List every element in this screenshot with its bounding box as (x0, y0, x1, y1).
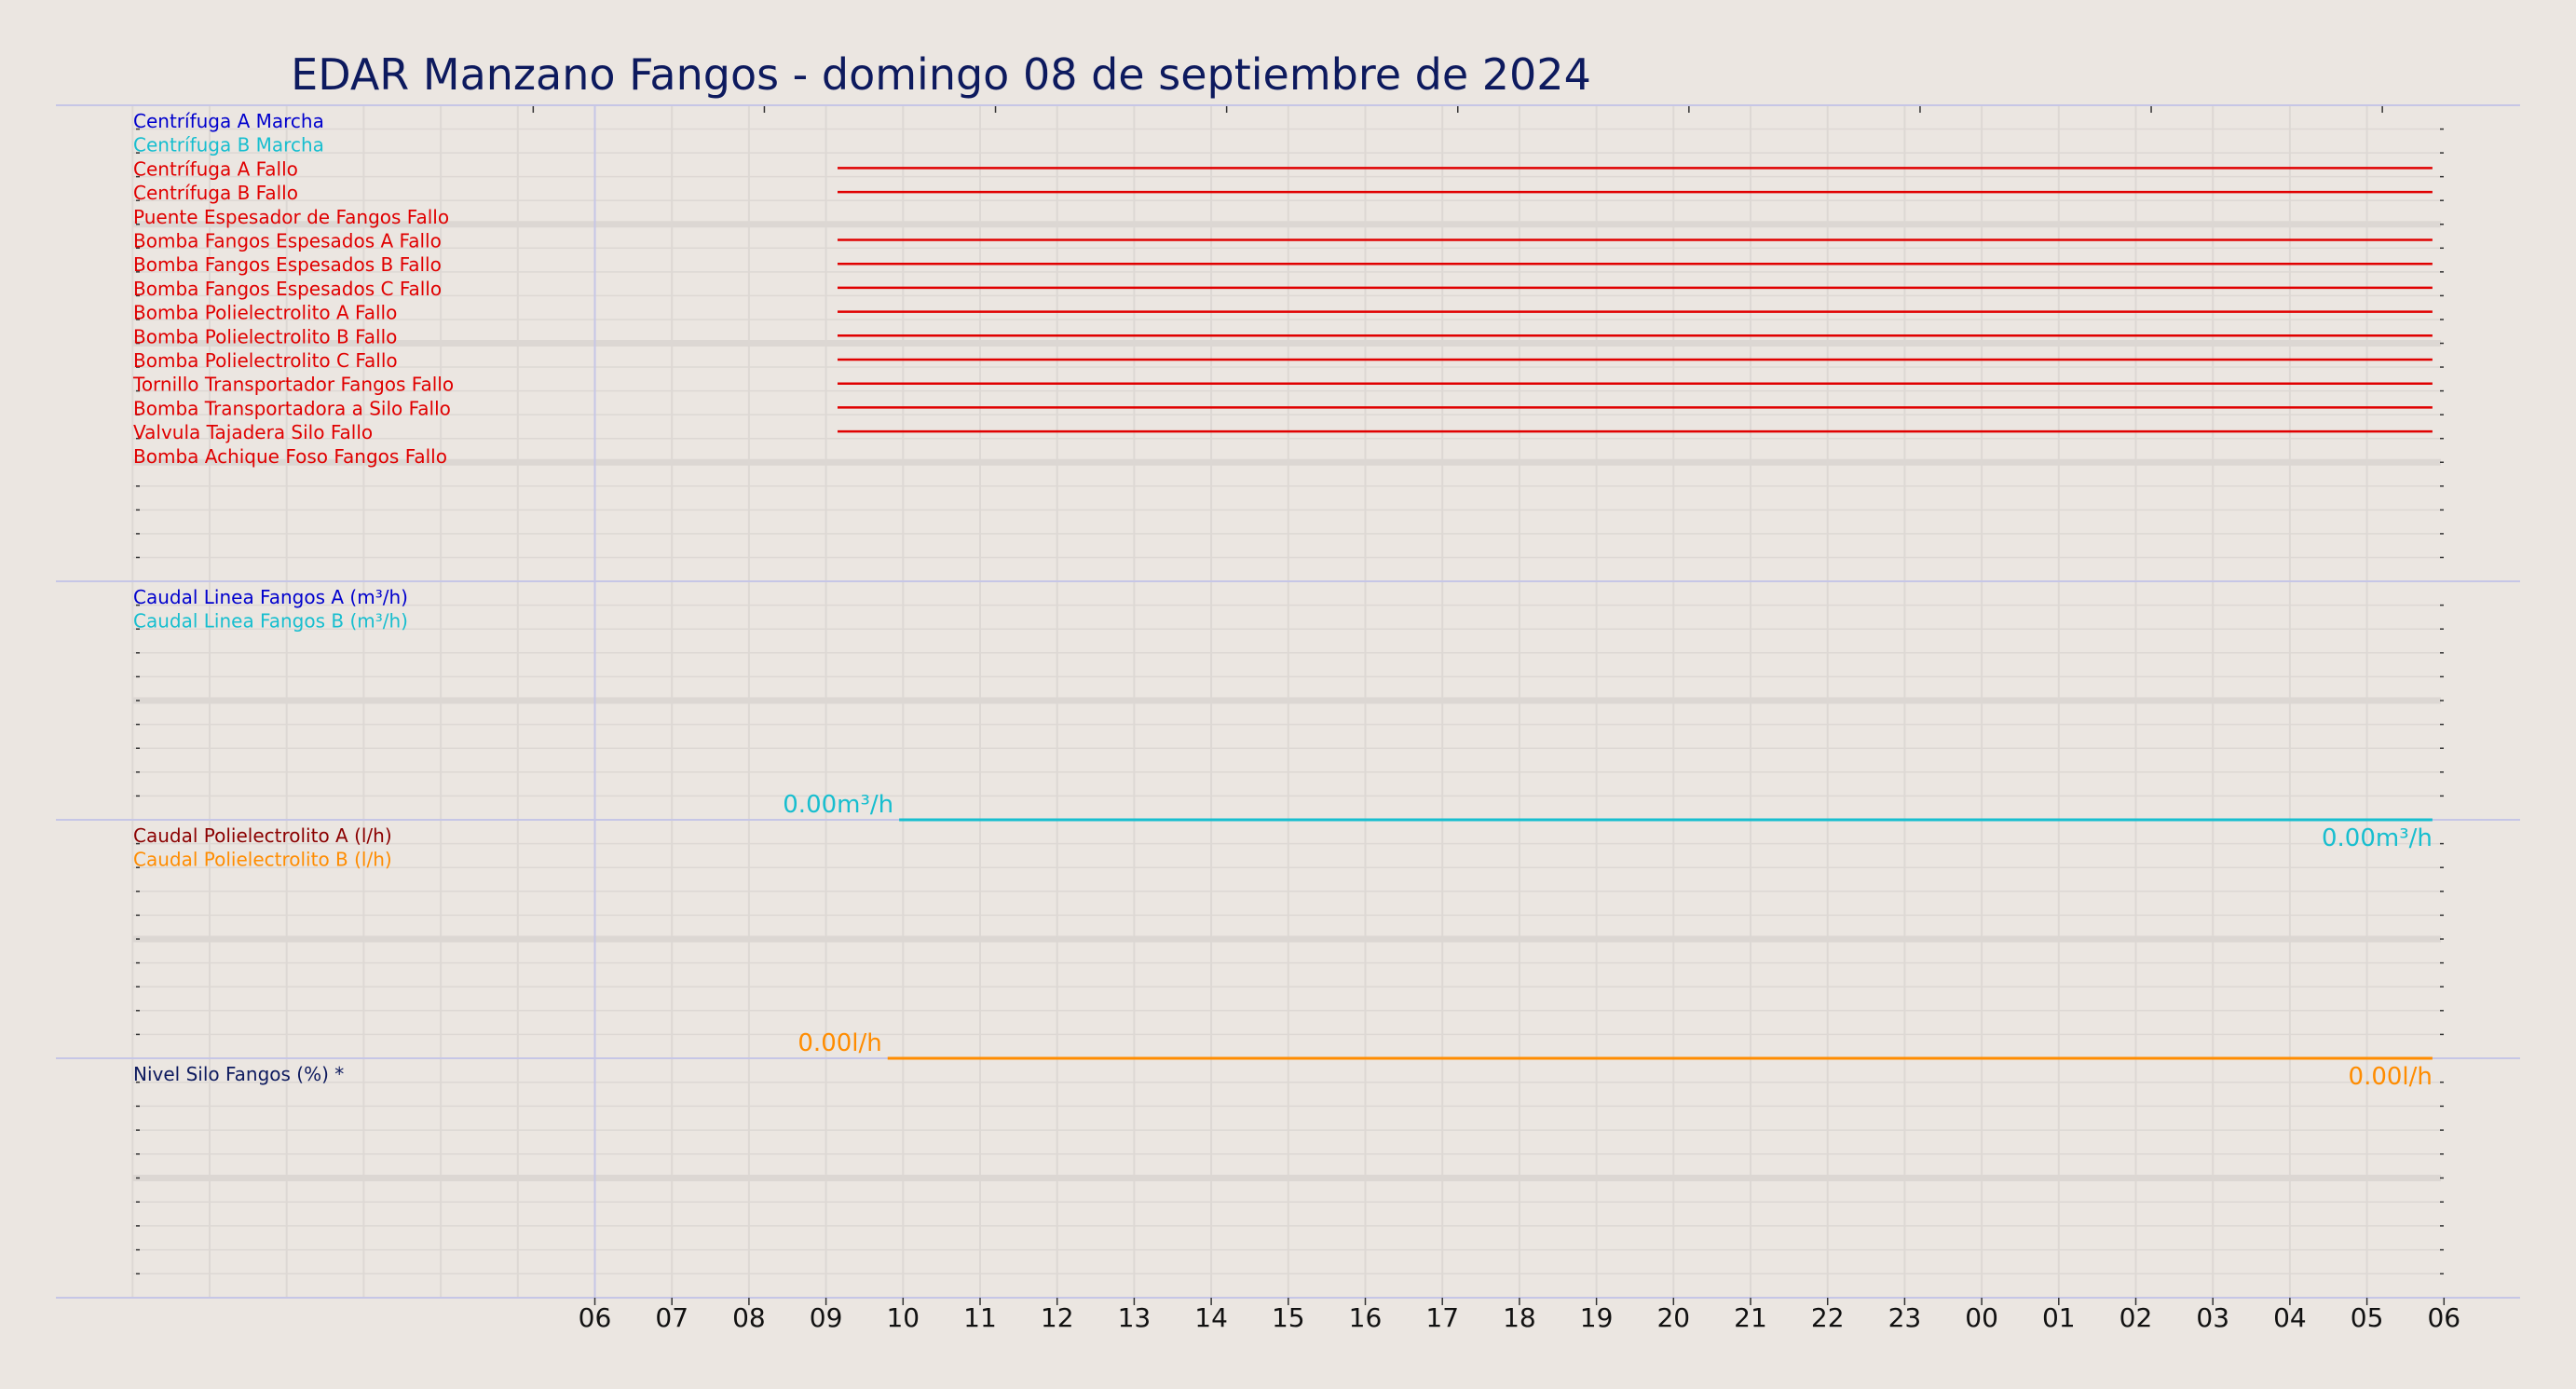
x-tick-label: 01 (2042, 1302, 2076, 1333)
series-label: Tornillo Transportador Fangos Fallo (132, 374, 454, 396)
series-label: Bomba Achique Foso Fangos Fallo (133, 445, 447, 468)
series-label: Centrífuga B Fallo (133, 182, 298, 204)
x-tick-label: 06 (579, 1302, 612, 1333)
x-tick-label: 22 (1811, 1302, 1845, 1333)
series-label: Centrífuga A Marcha (133, 110, 324, 132)
x-tick-label: 03 (2196, 1302, 2229, 1333)
x-tick-label: 20 (1656, 1302, 1690, 1333)
x-tick-label: 14 (1194, 1302, 1228, 1333)
series-label: Caudal Polielectrolito B (l/h) (133, 849, 392, 871)
x-tick-label: 18 (1503, 1302, 1536, 1333)
x-tick-label: 16 (1349, 1302, 1383, 1333)
value-label-start: 0.00m³/h (783, 791, 893, 819)
x-tick-label: 08 (732, 1302, 766, 1333)
series-label: Bomba Polielectrolito C Fallo (133, 349, 398, 372)
series-label: Bomba Polielectrolito B Fallo (133, 325, 397, 347)
x-tick-label: 02 (2119, 1302, 2153, 1333)
x-tick-label: 13 (1118, 1302, 1152, 1333)
series-label: Bomba Transportadora a Silo Fallo (133, 397, 451, 419)
x-tick-label: 06 (2427, 1302, 2460, 1333)
series-label: Caudal Polielectrolito A (l/h) (133, 824, 392, 847)
series-label: Nivel Silo Fangos (%) * (133, 1063, 344, 1085)
value-label-start: 0.00l/h (797, 1029, 881, 1057)
x-tick-label: 04 (2273, 1302, 2307, 1333)
x-tick-label: 11 (963, 1302, 997, 1333)
x-tick-label: 05 (2351, 1302, 2384, 1333)
x-tick-label: 15 (1272, 1302, 1305, 1333)
series-label: Puente Espesador de Fangos Fallo (133, 206, 449, 228)
series-label: Valvula Tajadera Silo Fallo (133, 421, 373, 443)
x-tick-label: 17 (1425, 1302, 1459, 1333)
series-label: Caudal Linea Fangos A (m³/h) (133, 586, 408, 608)
x-axis: 06 07 08 09 10 11 12 13 14 15 16 17 18 19 20 21 22 23 00 01… (579, 1298, 2460, 1333)
x-tick-label: 23 (1888, 1302, 1922, 1333)
x-tick-label: 10 (886, 1302, 920, 1333)
series-label: Centrífuga A Fallo (133, 157, 298, 180)
series-label: Bomba Polielectrolito A Fallo (133, 302, 397, 324)
x-tick-label: 00 (1965, 1302, 1998, 1333)
series-label: Caudal Linea Fangos B (m³/h) (133, 610, 408, 633)
grid-layer (131, 105, 2444, 1298)
x-tick-label: 12 (1041, 1302, 1074, 1333)
series-label: Bomba Fangos Espesados A Fallo (133, 230, 442, 252)
x-tick-label: 07 (655, 1302, 688, 1333)
value-label-end: 0.00m³/h (2322, 824, 2433, 852)
series-label: Bomba Fangos Espesados B Fallo (133, 253, 442, 276)
series-label: Bomba Fangos Espesados C Fallo (133, 278, 442, 300)
x-tick-label: 21 (1734, 1302, 1767, 1333)
data-layer (838, 167, 2433, 1060)
series-label: Centrífuga B Marcha (133, 134, 324, 157)
value-label-end: 0.00l/h (2349, 1063, 2433, 1091)
x-tick-label: 09 (810, 1302, 843, 1333)
x-tick-label: 19 (1580, 1302, 1614, 1333)
chart-title: EDAR Manzano Fangos - domingo 08 de sept… (291, 49, 1591, 100)
